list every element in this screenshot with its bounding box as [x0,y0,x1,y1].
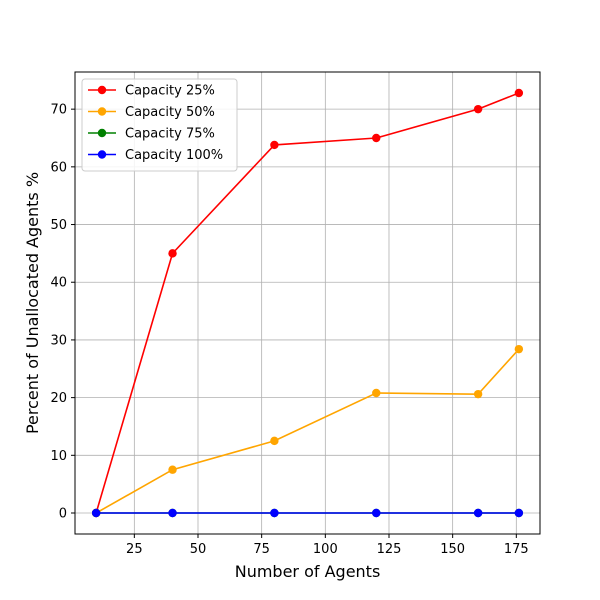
plot-frame [74,71,541,535]
data-point [270,140,279,150]
legend-entry: Capacity 25% [88,84,215,99]
y-tick-label: 50 [50,218,67,233]
legend-marker [97,107,107,116]
legend-label: Capacity 75% [125,127,215,142]
y-tick-label: 60 [50,160,67,175]
data-point [514,344,524,354]
x-tick-label: 125 [377,542,402,557]
x-tick-label: 150 [440,542,465,557]
data-point [168,249,177,258]
data-point [473,389,483,399]
legend-label: Capacity 100% [125,148,223,163]
data-point [514,88,524,98]
legend-box [81,78,238,172]
data-point [91,508,101,518]
legend-entry: Capacity 100% [88,148,223,163]
x-axis-label: Number of Agents [235,562,381,581]
data-point [168,465,177,474]
series-4 [91,508,524,518]
legend-marker [97,128,107,138]
y-axis-label: Percent of Unallocated Agents % [23,172,42,434]
x-tick-label: 100 [313,542,338,557]
y-tick-label: 30 [50,333,67,348]
y-tick-label: 0 [59,507,67,522]
x-tick-label: 75 [253,542,270,557]
legend-entry: Capacity 50% [88,105,215,120]
data-point [372,508,381,518]
legend-marker [97,150,107,159]
y-tick-label: 40 [50,276,67,291]
data-point [514,508,524,518]
data-point [473,104,483,114]
series-line [95,348,520,514]
data-point [372,133,381,143]
legend-marker [97,85,107,95]
data-point [372,388,381,398]
series-layer [91,88,524,518]
y-tick-label: 10 [50,449,67,464]
legend-label: Capacity 25% [125,84,215,99]
x-tick-label: 25 [126,542,143,557]
x-tick-label: 175 [504,542,529,557]
legend-label: Capacity 50% [125,105,215,120]
x-tick-label: 50 [190,542,207,557]
data-point [270,508,279,518]
data-point [168,508,177,518]
data-point [270,436,279,446]
legend: Capacity 25% Capacity 50% Capacity 75% Capa… [81,78,238,172]
y-tick-label: 20 [50,391,67,406]
axis-ticks: 25 50 75 100 125 150 175 0 10 20 30 40 50 60 70 [50,103,528,557]
series-line [95,92,520,514]
legend-entry: Capacity 75% [88,127,215,142]
y-tick-label: 70 [50,103,67,118]
data-point [473,508,483,518]
